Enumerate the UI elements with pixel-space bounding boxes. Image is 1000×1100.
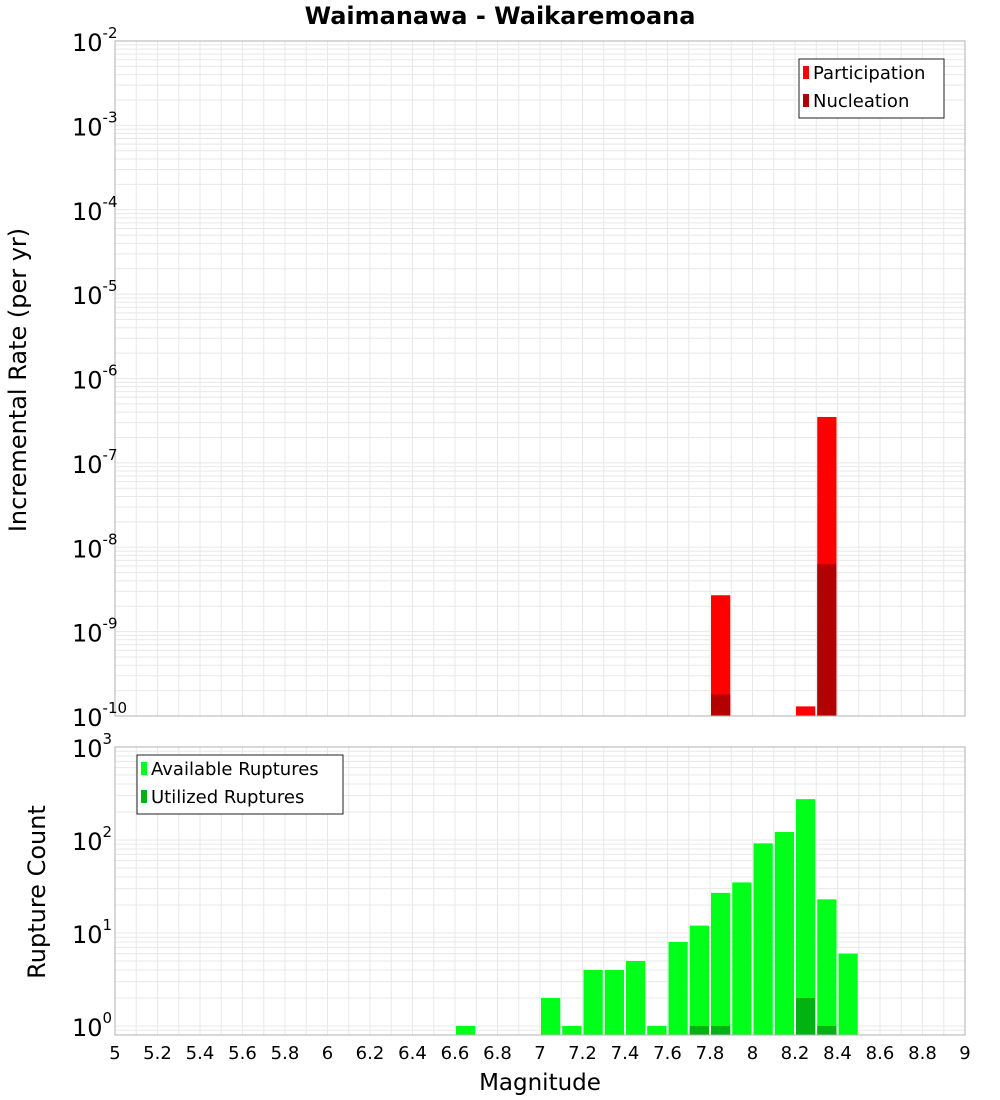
- rate-plot-border: [114, 40, 966, 717]
- count-y-axis-label: Rupture Count: [23, 805, 51, 979]
- x-tick-label: 7.8: [696, 1043, 725, 1064]
- rate-legend-box: [798, 58, 945, 119]
- rate-bar-participation: [711, 595, 731, 716]
- x-axis-label: Magnitude: [479, 1070, 601, 1096]
- x-tick-label: 6.8: [483, 1043, 512, 1064]
- rate-legend-swatch: [803, 66, 809, 79]
- count-bar-available-ruptures: [817, 899, 837, 1035]
- rate-panel: 10-10 10-9 10-8 10-7 10-6 10-5 10-4 10-3 10-2 Par…: [72, 24, 966, 732]
- count-bar-utilized-ruptures: [689, 1025, 709, 1035]
- rate-y-tick-label: 10-2: [72, 24, 118, 57]
- x-tick-label: 8.4: [823, 1043, 852, 1064]
- rate-bars: [711, 416, 837, 716]
- rate-y-tick-label: 10-7: [72, 446, 118, 479]
- rate-legend-label: Participation: [813, 63, 925, 84]
- x-tick-label: 8: [747, 1043, 758, 1064]
- x-tick-label: 6.6: [441, 1043, 470, 1064]
- count-bar-utilized-ruptures: [711, 1025, 731, 1035]
- x-tick-label: 6.4: [398, 1043, 427, 1064]
- rate-y-axis-label: Incremental Rate (per yr): [4, 228, 32, 532]
- x-tick-label: 8.2: [781, 1043, 810, 1064]
- count-bar-utilized-ruptures: [817, 1025, 837, 1035]
- count-bar-available-ruptures: [626, 960, 646, 1035]
- count-bar-available-ruptures: [456, 1025, 476, 1035]
- count-bar-available-ruptures: [796, 799, 816, 1035]
- count-y-tick-label: 100: [72, 1009, 112, 1042]
- count-panel: 100 101 102 103 Available Ruptures Utilized R…: [72, 730, 966, 1042]
- x-tick-label: 8.6: [866, 1043, 895, 1064]
- count-bar-available-ruptures: [604, 969, 624, 1035]
- rate-bar-nucleation: [817, 564, 837, 716]
- rate-y-tick-label: 10-4: [72, 193, 118, 226]
- rate-legend: Participation Nucleation: [798, 58, 945, 119]
- rate-legend-swatch: [803, 94, 809, 107]
- rate-y-tick-label: 10-5: [72, 277, 118, 310]
- x-tick-label: 5.2: [143, 1043, 172, 1064]
- count-legend: Available Ruptures Utilized Ruptures: [136, 754, 344, 815]
- count-y-tick-labels: 100 101 102 103: [72, 730, 112, 1042]
- rate-bar-nucleation: [711, 694, 731, 716]
- x-tick-label: 7.6: [653, 1043, 682, 1064]
- x-tick-label: 5.6: [228, 1043, 257, 1064]
- count-legend-swatch: [141, 790, 147, 803]
- count-bar-available-ruptures: [583, 969, 603, 1035]
- count-bar-utilized-ruptures: [796, 997, 816, 1035]
- rate-y-tick-label: 10-9: [72, 615, 118, 648]
- count-bar-available-ruptures: [753, 843, 773, 1035]
- count-plot-border: [114, 746, 966, 1036]
- rate-y-tick-label: 10-6: [72, 362, 118, 395]
- x-tick-label: 6: [322, 1043, 333, 1064]
- count-bar-available-ruptures: [668, 942, 688, 1035]
- count-legend-label: Available Ruptures: [151, 759, 319, 780]
- rate-y-tick-label: 10-3: [72, 108, 118, 141]
- count-legend-swatch: [141, 762, 147, 775]
- count-bar-available-ruptures: [562, 1025, 582, 1035]
- x-tick-label: 8.8: [908, 1043, 937, 1064]
- x-tick-label: 5.8: [271, 1043, 300, 1064]
- count-bars: [456, 799, 858, 1035]
- count-bar-available-ruptures: [647, 1025, 667, 1035]
- x-tick-label: 5: [109, 1043, 120, 1064]
- x-tick-label: 7: [534, 1043, 545, 1064]
- rate-y-tick-label: 10-10: [72, 699, 127, 732]
- rate-y-tick-label: 10-8: [72, 530, 118, 563]
- rate-bar-participation: [796, 706, 816, 716]
- rate-y-tick-labels: 10-10 10-9 10-8 10-7 10-6 10-5 10-4 10-3 10-2: [72, 24, 127, 732]
- count-legend-box: [136, 754, 344, 815]
- count-bar-available-ruptures: [689, 925, 709, 1035]
- count-bar-available-ruptures: [774, 831, 794, 1035]
- chart-title: Waimanawa - Waikaremoana: [305, 2, 696, 30]
- x-tick-label: 9: [959, 1043, 970, 1064]
- rate-legend-label: Nucleation: [813, 91, 909, 112]
- count-bar-available-ruptures: [838, 953, 858, 1035]
- count-bar-available-ruptures: [541, 997, 561, 1035]
- count-y-tick-label: 103: [72, 730, 112, 763]
- count-bar-available-ruptures: [711, 892, 731, 1035]
- count-bar-available-ruptures: [732, 882, 752, 1035]
- count-legend-label: Utilized Ruptures: [151, 787, 304, 808]
- x-tick-labels: 5 5.2 5.4 5.6 5.8 6 6.2 6.4 6.6 6.8 7 7.2 7.4 7.6 7.8 8…: [109, 1043, 970, 1064]
- x-tick-label: 7.4: [611, 1043, 640, 1064]
- x-tick-label: 7.2: [568, 1043, 597, 1064]
- rate-grid: [114, 41, 966, 717]
- count-y-tick-label: 102: [72, 823, 112, 856]
- x-tick-label: 6.2: [356, 1043, 385, 1064]
- x-tick-label: 5.4: [186, 1043, 215, 1064]
- count-y-tick-label: 101: [72, 916, 112, 949]
